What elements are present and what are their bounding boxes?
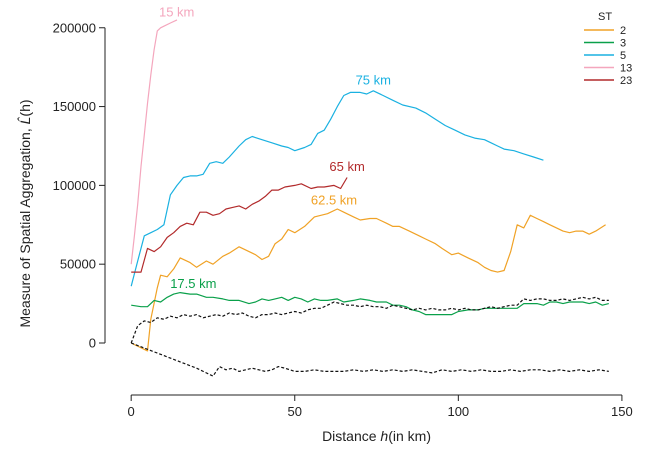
y-tick-label: 0 xyxy=(89,335,96,350)
x-tick-label: 0 xyxy=(128,404,135,419)
axes-group: 0 50 100 150 0 50000 100000 150000 200000 xyxy=(53,20,633,419)
peak-annotation: 15 km xyxy=(159,5,194,20)
legend-label-st-23: 23 xyxy=(620,75,632,87)
envelope-line-5 xyxy=(130,296,609,344)
y-ticks: 0 50000 100000 150000 200000 xyxy=(53,20,105,350)
y-axis-title-prefix: Measure of Spatial Aggregation, xyxy=(17,124,33,327)
legend-title: ST xyxy=(598,11,612,23)
envelope-line-6 xyxy=(130,342,609,377)
series-line-st-13 xyxy=(130,19,178,265)
x-tick-label: 50 xyxy=(288,404,302,419)
x-axis-title-suffix: (in km) xyxy=(388,428,431,444)
peak-annotation: 65 km xyxy=(329,159,364,174)
series-line-st-5 xyxy=(130,90,544,287)
legend-label-st-13: 13 xyxy=(620,63,632,75)
peak-annotation: 62.5 km xyxy=(311,192,357,207)
series-layer xyxy=(130,19,609,377)
x-tick-label: 100 xyxy=(447,404,469,419)
y-tick-label: 200000 xyxy=(53,20,96,35)
x-ticks: 0 50 100 150 xyxy=(128,395,633,419)
legend-label-st-5: 5 xyxy=(620,50,626,62)
x-axis-title: Distance h(in km) xyxy=(322,428,431,444)
legend-label-st-3: 3 xyxy=(620,38,626,50)
series-line-st-2 xyxy=(130,208,606,352)
x-axis-title-variable: h xyxy=(380,428,388,444)
y-axis-title-suffix: (h) xyxy=(17,99,33,116)
annotation-layer: 15 km 75 km 65 km 62.5 km 17.5 km xyxy=(159,5,391,291)
peak-annotation: 75 km xyxy=(356,73,391,88)
x-axis-title-prefix: Distance xyxy=(322,428,380,444)
y-tick-label: 100000 xyxy=(53,178,96,193)
x-tick-label: 150 xyxy=(611,404,633,419)
peak-annotation: 17.5 km xyxy=(170,276,216,291)
legend-label-st-2: 2 xyxy=(620,25,626,37)
series-line-st-23 xyxy=(131,177,348,273)
y-tick-label: 50000 xyxy=(60,257,96,272)
y-axis-title: Measure of Spatial Aggregation, L̂(h) xyxy=(17,99,33,327)
series-line-st-3 xyxy=(131,292,609,316)
y-axis-title-variable: L̂ xyxy=(17,116,33,124)
y-tick-label: 150000 xyxy=(53,99,96,114)
